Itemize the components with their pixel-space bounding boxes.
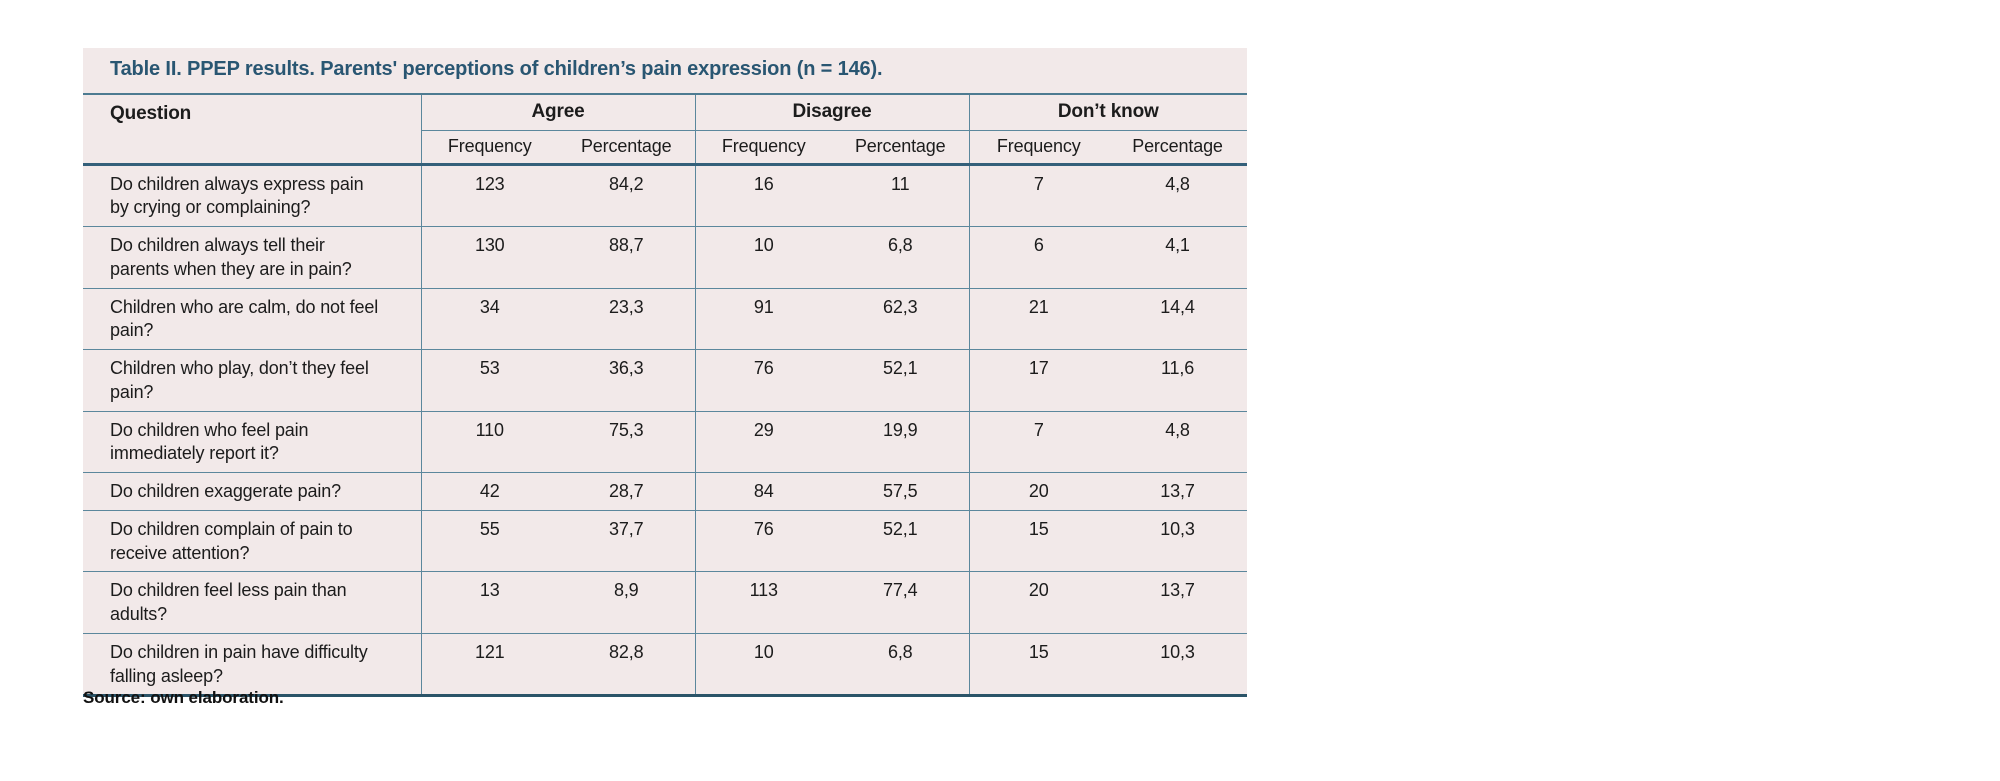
disagree-frequency-cell: 113 bbox=[694, 571, 832, 634]
dont-know-frequency-cell: 15 bbox=[968, 632, 1108, 698]
dont-know-frequency-cell: 7 bbox=[968, 162, 1108, 227]
ppep-results-table: Table II. PPEP results. Parents' percept… bbox=[83, 48, 1248, 698]
disagree-frequency-cell: 76 bbox=[694, 349, 832, 411]
table-title-row: Table II. PPEP results. Parents' percept… bbox=[83, 48, 1248, 95]
group-header-row: Question Agree Disagree Don’t know bbox=[83, 94, 1248, 130]
table-row: Children who are calm, do not feel pain?… bbox=[83, 287, 1248, 350]
disagree-frequency-cell: 10 bbox=[694, 632, 832, 698]
question-cell: Do children feel less pain than adults? bbox=[83, 571, 421, 634]
subheader-frequency: Frequency bbox=[968, 129, 1108, 164]
disagree-frequency-cell: 29 bbox=[694, 410, 832, 473]
sub-header-row: Frequency Percentage Frequency Percentag… bbox=[83, 129, 1248, 164]
agree-frequency-cell: 121 bbox=[420, 632, 558, 698]
table-row: Do children always tell their parents wh… bbox=[83, 226, 1248, 288]
dont-know-percentage-cell: 14,4 bbox=[1108, 287, 1248, 350]
disagree-percentage-cell: 19,9 bbox=[832, 410, 969, 473]
dont-know-percentage-cell: 4,8 bbox=[1108, 162, 1248, 227]
question-cell: Children who are calm, do not feel pain? bbox=[83, 287, 421, 350]
table-row: Do children who feel pain immediately re… bbox=[83, 410, 1248, 473]
dont-know-frequency-cell: 21 bbox=[968, 287, 1108, 350]
agree-percentage-cell: 23,3 bbox=[558, 287, 695, 350]
dont-know-percentage-cell: 4,8 bbox=[1108, 410, 1248, 473]
table-row: Do children feel less pain than adults? … bbox=[83, 571, 1248, 634]
column-header-disagree: Disagree bbox=[694, 94, 969, 130]
agree-percentage-cell: 28,7 bbox=[558, 472, 695, 511]
agree-percentage-cell: 82,8 bbox=[558, 632, 695, 698]
question-cell: Do children in pain have difficulty fall… bbox=[83, 632, 421, 698]
question-cell: Do children exaggerate pain? bbox=[83, 472, 421, 511]
disagree-percentage-cell: 6,8 bbox=[832, 632, 969, 698]
disagree-percentage-cell: 62,3 bbox=[832, 287, 969, 350]
dont-know-frequency-cell: 15 bbox=[968, 509, 1108, 572]
subheader-percentage: Percentage bbox=[832, 129, 969, 164]
dont-know-frequency-cell: 20 bbox=[968, 571, 1108, 634]
table-title: Table II. PPEP results. Parents' percept… bbox=[83, 48, 1248, 95]
subheader-percentage: Percentage bbox=[1108, 129, 1248, 164]
agree-percentage-cell: 37,7 bbox=[558, 509, 695, 572]
disagree-frequency-cell: 76 bbox=[694, 509, 832, 572]
disagree-frequency-cell: 10 bbox=[694, 226, 832, 288]
dont-know-percentage-cell: 10,3 bbox=[1108, 632, 1248, 698]
agree-frequency-cell: 110 bbox=[420, 410, 558, 473]
dont-know-percentage-cell: 10,3 bbox=[1108, 509, 1248, 572]
subheader-frequency: Frequency bbox=[694, 129, 832, 164]
question-cell: Do children always tell their parents wh… bbox=[83, 226, 421, 288]
table-row: Do children complain of pain to receive … bbox=[83, 509, 1248, 572]
dont-know-frequency-cell: 6 bbox=[968, 226, 1108, 288]
question-cell: Do children always express pain by cryin… bbox=[83, 162, 421, 227]
agree-frequency-cell: 123 bbox=[420, 162, 558, 227]
agree-percentage-cell: 8,9 bbox=[558, 571, 695, 634]
table-row: Do children always express pain by cryin… bbox=[83, 162, 1248, 227]
disagree-percentage-cell: 57,5 bbox=[832, 472, 969, 511]
agree-frequency-cell: 130 bbox=[420, 226, 558, 288]
disagree-frequency-cell: 84 bbox=[694, 472, 832, 511]
agree-frequency-cell: 53 bbox=[420, 349, 558, 411]
disagree-percentage-cell: 6,8 bbox=[832, 226, 969, 288]
dont-know-percentage-cell: 11,6 bbox=[1108, 349, 1248, 411]
table-row: Do children exaggerate pain? 42 28,7 84 … bbox=[83, 472, 1248, 511]
table-row: Do children in pain have difficulty fall… bbox=[83, 632, 1248, 698]
dont-know-percentage-cell: 4,1 bbox=[1108, 226, 1248, 288]
agree-frequency-cell: 55 bbox=[420, 509, 558, 572]
subheader-percentage: Percentage bbox=[558, 129, 695, 164]
agree-frequency-cell: 13 bbox=[420, 571, 558, 634]
dont-know-percentage-cell: 13,7 bbox=[1108, 571, 1248, 634]
agree-percentage-cell: 84,2 bbox=[558, 162, 695, 227]
dont-know-frequency-cell: 7 bbox=[968, 410, 1108, 473]
column-header-dont-know: Don’t know bbox=[968, 94, 1248, 130]
source-note: Source: own elaboration. bbox=[83, 688, 284, 707]
disagree-percentage-cell: 52,1 bbox=[832, 509, 969, 572]
disagree-frequency-cell: 16 bbox=[694, 162, 832, 227]
ppep-table-container: Table II. PPEP results. Parents' percept… bbox=[83, 48, 1248, 698]
agree-frequency-cell: 34 bbox=[420, 287, 558, 350]
subheader-frequency: Frequency bbox=[420, 129, 558, 164]
dont-know-percentage-cell: 13,7 bbox=[1108, 472, 1248, 511]
question-cell: Children who play, don’t they feel pain? bbox=[83, 349, 421, 411]
column-header-agree: Agree bbox=[420, 94, 695, 130]
agree-percentage-cell: 88,7 bbox=[558, 226, 695, 288]
disagree-percentage-cell: 52,1 bbox=[832, 349, 969, 411]
disagree-percentage-cell: 77,4 bbox=[832, 571, 969, 634]
dont-know-frequency-cell: 17 bbox=[968, 349, 1108, 411]
dont-know-frequency-cell: 20 bbox=[968, 472, 1108, 511]
question-cell: Do children who feel pain immediately re… bbox=[83, 410, 421, 473]
agree-frequency-cell: 42 bbox=[420, 472, 558, 511]
agree-percentage-cell: 36,3 bbox=[558, 349, 695, 411]
disagree-percentage-cell: 11 bbox=[832, 162, 969, 227]
question-cell: Do children complain of pain to receive … bbox=[83, 509, 421, 572]
table-row: Children who play, don’t they feel pain?… bbox=[83, 349, 1248, 411]
disagree-frequency-cell: 91 bbox=[694, 287, 832, 350]
agree-percentage-cell: 75,3 bbox=[558, 410, 695, 473]
column-header-question: Question bbox=[110, 103, 192, 124]
